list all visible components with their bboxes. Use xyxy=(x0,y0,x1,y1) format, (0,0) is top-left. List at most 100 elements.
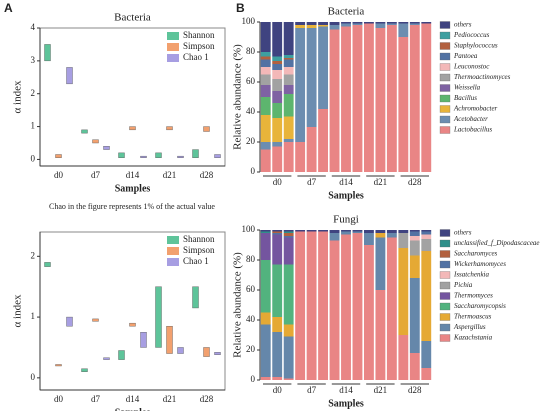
bar-segment xyxy=(352,233,363,380)
y-tick-label: 40 xyxy=(246,314,256,324)
bar-segment xyxy=(318,231,328,380)
bar-segment xyxy=(398,37,409,172)
box xyxy=(66,67,73,85)
legend-swatch xyxy=(167,258,179,266)
bar-segment xyxy=(352,23,363,25)
bar-segment xyxy=(295,231,306,380)
legend-swatch xyxy=(167,54,179,62)
bar-segment xyxy=(272,230,283,232)
box xyxy=(140,332,147,348)
bar-segment xyxy=(329,230,340,233)
bar-segment xyxy=(341,22,351,24)
legend-label: Lactobacillus xyxy=(453,126,492,134)
bar-segment xyxy=(295,25,306,28)
box xyxy=(203,126,210,132)
box xyxy=(140,155,147,158)
bar-segment xyxy=(329,25,340,30)
bar-segment xyxy=(409,23,420,25)
bar-segment xyxy=(272,70,283,79)
bar-segment xyxy=(341,234,351,380)
legend-label: Leuconostoc xyxy=(453,63,490,71)
bar-segment xyxy=(409,236,420,241)
bar-segment xyxy=(318,22,328,25)
bar-segment xyxy=(421,231,432,235)
bar-segment xyxy=(306,230,317,232)
chart-title: Bacteria xyxy=(114,12,151,24)
bar-segment xyxy=(352,25,363,172)
bar-segment xyxy=(260,56,271,60)
legend-swatch xyxy=(439,31,451,40)
bar-segment xyxy=(272,103,283,118)
y-axis-label: α index xyxy=(12,294,24,327)
bar-segment xyxy=(306,127,317,172)
bar-segment xyxy=(409,240,420,256)
bar-segment xyxy=(364,23,374,172)
bar-segment xyxy=(386,25,397,172)
bar-segment xyxy=(409,25,420,172)
legend-label: Chao 1 xyxy=(183,256,209,266)
bar-segment xyxy=(272,234,283,265)
x-tick-label: d7 xyxy=(91,394,101,404)
bar-segment xyxy=(409,230,420,232)
bar-segment xyxy=(295,142,306,172)
bar-segment xyxy=(375,290,386,380)
bar-segment xyxy=(272,377,283,380)
bar-segment xyxy=(386,237,397,380)
bar-segment xyxy=(283,378,294,380)
bar-segment xyxy=(260,260,271,313)
box xyxy=(192,149,199,158)
bar-segment xyxy=(283,59,294,67)
bar-segment xyxy=(386,233,397,238)
box xyxy=(166,325,173,354)
legend-label: Simpson xyxy=(183,245,215,255)
x-tick-label: d14 xyxy=(339,177,353,187)
bar-segment xyxy=(283,116,294,139)
y-tick-label: 0 xyxy=(251,374,256,384)
bar-segment xyxy=(364,233,374,245)
y-tick-label: 60 xyxy=(246,76,256,86)
bar-segment xyxy=(398,22,409,24)
legend-label: others xyxy=(454,229,472,237)
legend-label: Chao 1 xyxy=(183,52,209,62)
y-axis-label: Relative abundance (%) xyxy=(232,44,244,150)
bar-segment xyxy=(295,22,306,25)
y-tick-label: 100 xyxy=(242,224,256,234)
legend-swatch xyxy=(439,115,451,124)
bar-segment xyxy=(352,230,363,232)
legend-swatch xyxy=(167,236,179,244)
box xyxy=(103,146,110,150)
x-tick-label: d28 xyxy=(408,177,422,187)
bar-segment xyxy=(318,109,328,172)
legend-swatch xyxy=(439,271,451,279)
chart-title: Bacteria xyxy=(328,6,365,18)
bar-segment xyxy=(398,230,409,233)
box xyxy=(129,126,136,131)
legend-swatch xyxy=(439,21,451,29)
legend-label: Aspergillus xyxy=(453,323,486,331)
legend-swatch xyxy=(439,105,451,113)
legend-swatch xyxy=(439,63,451,71)
y-tick-label: 20 xyxy=(246,136,256,146)
legend-swatch xyxy=(167,43,179,51)
bar-segment xyxy=(375,23,386,28)
bar-segment xyxy=(318,25,328,27)
legend-swatch xyxy=(439,239,451,248)
bar-segment xyxy=(260,231,271,233)
bar-segment xyxy=(386,23,397,25)
box xyxy=(92,318,99,322)
legend-swatch xyxy=(167,247,179,255)
bar-segment xyxy=(398,335,409,380)
legend-swatch xyxy=(439,313,451,321)
bar-segment xyxy=(306,28,317,127)
bar-segment xyxy=(260,22,271,52)
panel-letter: B xyxy=(236,1,245,15)
legend-label: unclassified_f_Dipodascaceae xyxy=(454,239,540,247)
bar-segment xyxy=(272,146,283,172)
legend-swatch xyxy=(167,32,179,40)
bar-segment xyxy=(398,23,409,37)
chart-title: Fungi xyxy=(333,214,359,226)
bar-segment xyxy=(421,341,432,368)
bar-segment xyxy=(260,312,271,325)
bar-segment xyxy=(421,234,432,239)
bar-segment xyxy=(398,233,409,248)
